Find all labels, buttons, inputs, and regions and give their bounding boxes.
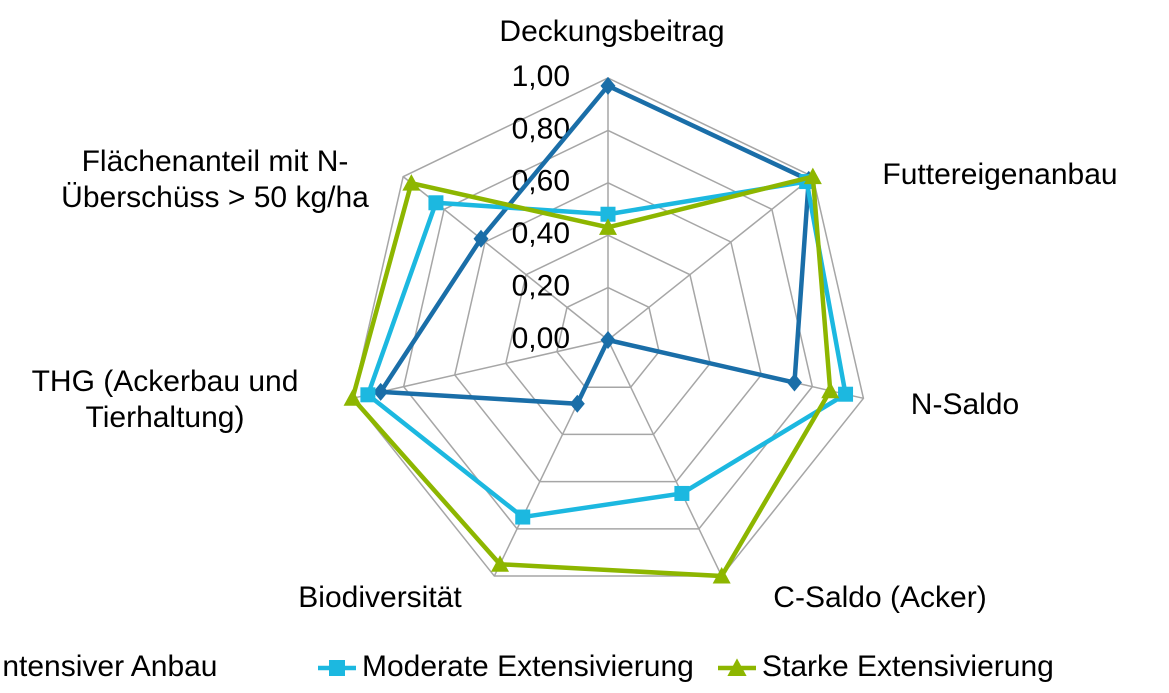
marker [402,174,421,191]
spoke [607,176,814,341]
tick-label: 1,00 [512,60,570,93]
marker [600,76,616,95]
series-line [350,173,833,579]
grid-ring [453,181,763,483]
marker [329,660,345,676]
tick-label: 0,40 [512,217,570,250]
category-label: Flächenanteil mit N-Überschüss > 50 kg/h… [61,145,369,214]
marker [599,218,617,235]
marker [712,567,731,584]
category-label: Deckungsbeitrag [499,15,725,48]
marker [491,555,510,572]
marker [727,658,747,676]
marker [600,331,616,349]
marker [803,167,822,185]
series-line [365,178,849,520]
marker [343,389,362,406]
grid-ring [402,129,814,530]
grid-ring [556,286,660,388]
grid-ring [505,234,711,436]
marker [674,485,690,501]
category-label: C-Saldo (Acker) [773,581,987,614]
grid-ring [351,77,865,577]
marker [838,386,854,402]
marker [373,382,389,401]
marker [473,229,489,248]
marker [360,387,376,403]
category-label: N-Saldo [910,388,1020,421]
series-line [376,83,812,407]
category-label: Biodiversität [298,581,462,614]
category-label: THG (Ackerbau und Tierhaltung) [31,365,299,434]
tick-label: 0,20 [512,270,570,303]
marker [600,206,616,222]
marker [515,509,531,525]
marker [569,394,585,413]
tick-label: 0,00 [512,322,570,355]
legend-label: Moderate Extensivierung [362,650,694,683]
legend-label: Starke Extensivierung [762,650,1054,683]
marker [821,381,840,399]
marker [786,373,802,392]
spoke [352,339,609,400]
marker [428,195,444,211]
legend-label: Intensiver Anbau [0,650,218,683]
category-label: Futtereigenanbau [882,158,1118,191]
spoke [607,339,723,577]
